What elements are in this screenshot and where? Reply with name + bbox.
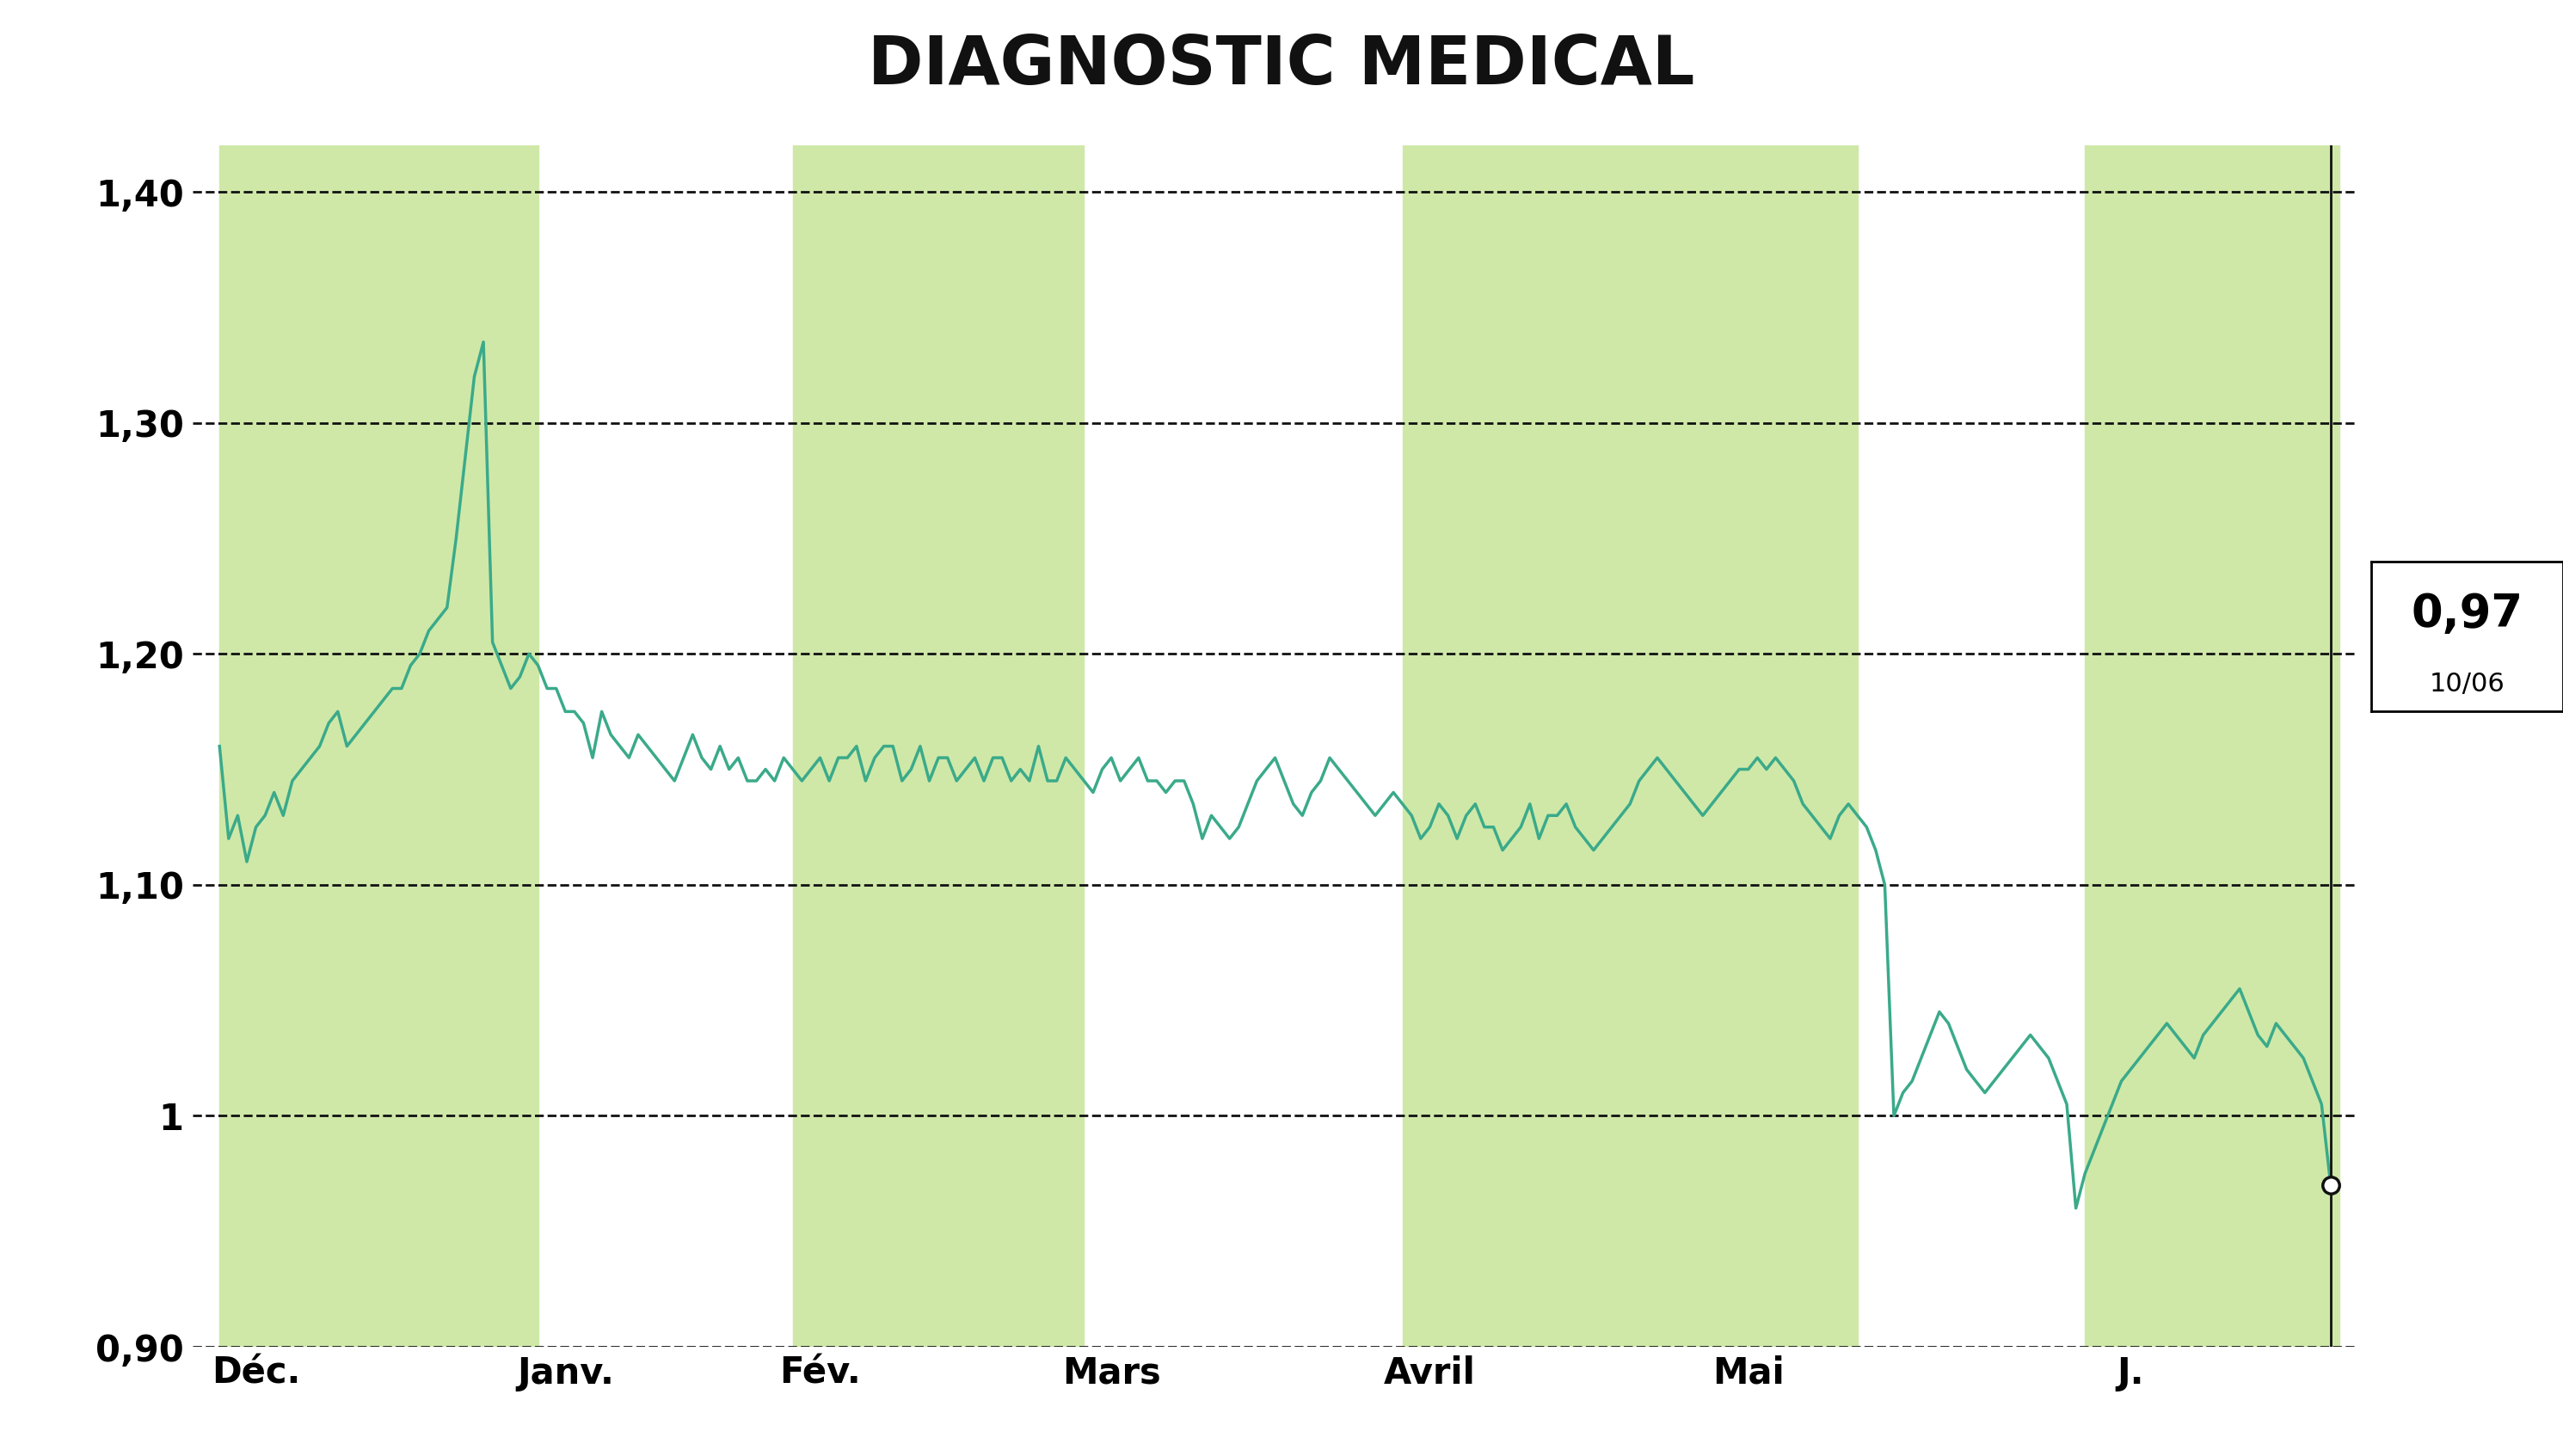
Bar bbox=[2084, 146, 2340, 1347]
Text: 0,97: 0,97 bbox=[2412, 591, 2522, 636]
Bar bbox=[1402, 146, 1858, 1347]
Bar bbox=[792, 146, 1084, 1347]
Text: 10/06: 10/06 bbox=[2430, 673, 2504, 697]
Text: DIAGNOSTIC MEDICAL: DIAGNOSTIC MEDICAL bbox=[869, 33, 1694, 98]
Bar bbox=[220, 146, 538, 1347]
